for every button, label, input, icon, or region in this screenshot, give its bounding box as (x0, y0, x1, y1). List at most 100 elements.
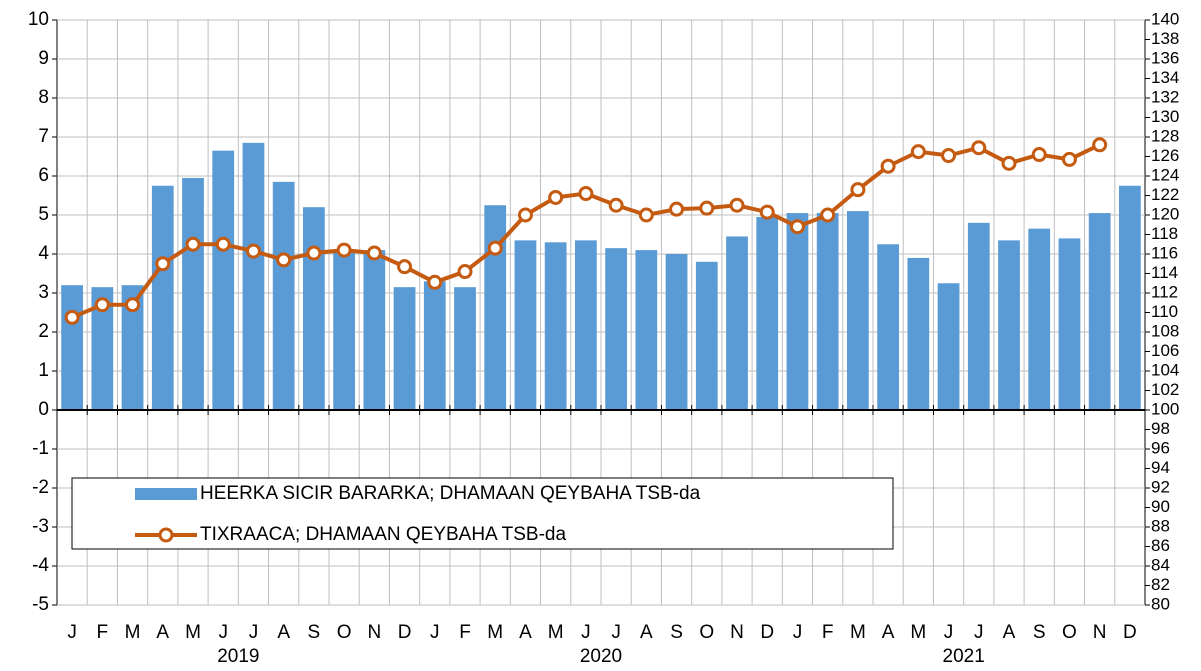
x-tick-label: J (974, 622, 984, 643)
y-tick-label: -1 (32, 438, 49, 459)
x-tick-label: M (850, 622, 866, 643)
x-tick-label: A (156, 622, 169, 643)
bar (877, 244, 899, 410)
x-tick-label: J (581, 622, 591, 643)
y2-tick-label: 98 (1151, 419, 1170, 438)
bar (303, 207, 325, 410)
line-marker (971, 140, 987, 156)
bar (786, 213, 809, 410)
y2-tick-label: 140 (1151, 9, 1179, 28)
line-marker (578, 186, 594, 202)
x-tick-label: S (1033, 622, 1046, 643)
y2-tick-label: 100 (1151, 399, 1179, 418)
line-marker (245, 243, 261, 259)
x-tick-label: S (670, 622, 683, 643)
bar (1088, 213, 1111, 410)
bar (726, 236, 748, 410)
line-marker (820, 207, 836, 223)
y-tick-label: -4 (32, 555, 49, 576)
bar (1119, 185, 1141, 410)
line-marker (910, 144, 926, 160)
x-tick-label: O (1062, 622, 1077, 643)
x-tick-label: D (398, 622, 412, 643)
x-tick-label: J (249, 622, 259, 643)
bar (756, 216, 779, 410)
x-tick-label: M (185, 622, 201, 643)
bar (61, 285, 83, 410)
bar (182, 177, 204, 410)
y-tick-label: 6 (38, 165, 49, 186)
y2-tick-label: 130 (1151, 107, 1179, 126)
y2-tick-label: 112 (1151, 282, 1178, 301)
x-tick-label: D (760, 622, 774, 643)
x-tick-label: A (882, 622, 895, 643)
x-tick-label: S (308, 622, 321, 643)
y2-tick-label: 124 (1151, 165, 1179, 184)
bar (575, 240, 597, 410)
x-tick-label: A (519, 622, 532, 643)
year-label: 2020 (580, 646, 622, 666)
line-marker (789, 219, 805, 235)
y2-tick-label: 108 (1151, 321, 1179, 340)
x-tick-label: M (487, 622, 503, 643)
bar (91, 287, 114, 410)
line-marker (276, 252, 292, 268)
line-marker (729, 197, 745, 213)
y2-tick-label: 116 (1151, 243, 1178, 262)
legend (71, 477, 894, 550)
bar (544, 242, 567, 410)
y-tick-label: 1 (38, 360, 49, 381)
line-marker (185, 236, 201, 252)
bar (242, 142, 265, 410)
y-tick-label: 2 (38, 321, 49, 342)
bar (695, 261, 718, 410)
line-marker (1061, 151, 1077, 167)
line-marker (366, 245, 382, 261)
x-tick-label: N (1093, 622, 1107, 643)
bar (121, 285, 144, 410)
y-tick-label: 3 (38, 282, 49, 303)
x-tick-label: O (337, 622, 352, 643)
bar (635, 250, 658, 410)
x-tick-label: J (793, 622, 803, 643)
y2-tick-label: 94 (1151, 458, 1170, 477)
year-label: 2019 (217, 646, 259, 666)
line-marker (548, 189, 564, 205)
line-marker (759, 204, 775, 220)
x-tick-label: N (730, 622, 744, 643)
line-marker (1092, 137, 1108, 153)
x-tick-label: J (611, 622, 621, 643)
y2-tick-label: 82 (1151, 575, 1170, 594)
x-tick-label: F (459, 622, 471, 643)
x-tick-label: J (430, 622, 440, 643)
bar (937, 283, 960, 410)
y2-tick-label: 110 (1151, 302, 1178, 321)
bar (967, 222, 990, 410)
y-tick-label: 8 (38, 87, 49, 108)
line-marker (336, 242, 352, 258)
x-tick-label: F (822, 622, 834, 643)
y2-tick-label: 96 (1151, 438, 1170, 457)
line-marker (850, 182, 866, 198)
line-marker (215, 236, 231, 252)
legend-label: TIXRAACA; DHAMAAN QEYBAHA TSB-da (200, 524, 566, 545)
line-marker (457, 264, 473, 280)
line-marker (487, 240, 503, 256)
y-tick-label: 0 (38, 399, 49, 420)
x-tick-label: A (640, 622, 653, 643)
x-tick-label: M (910, 622, 926, 643)
line-marker (1031, 147, 1047, 163)
line-marker (306, 245, 322, 261)
x-tick-label: J (67, 622, 77, 643)
y2-tick-label: 104 (1151, 360, 1179, 379)
y2-tick-label: 128 (1151, 126, 1179, 145)
y2-tick-label: 136 (1151, 48, 1179, 67)
legend-swatch (135, 488, 197, 500)
x-tick-label: M (125, 622, 141, 643)
bar (514, 240, 537, 410)
bar (423, 281, 446, 410)
y2-tick-label: 92 (1151, 477, 1170, 496)
y2-tick-label: 132 (1151, 87, 1179, 106)
line-marker (669, 201, 685, 217)
bar (272, 181, 295, 410)
